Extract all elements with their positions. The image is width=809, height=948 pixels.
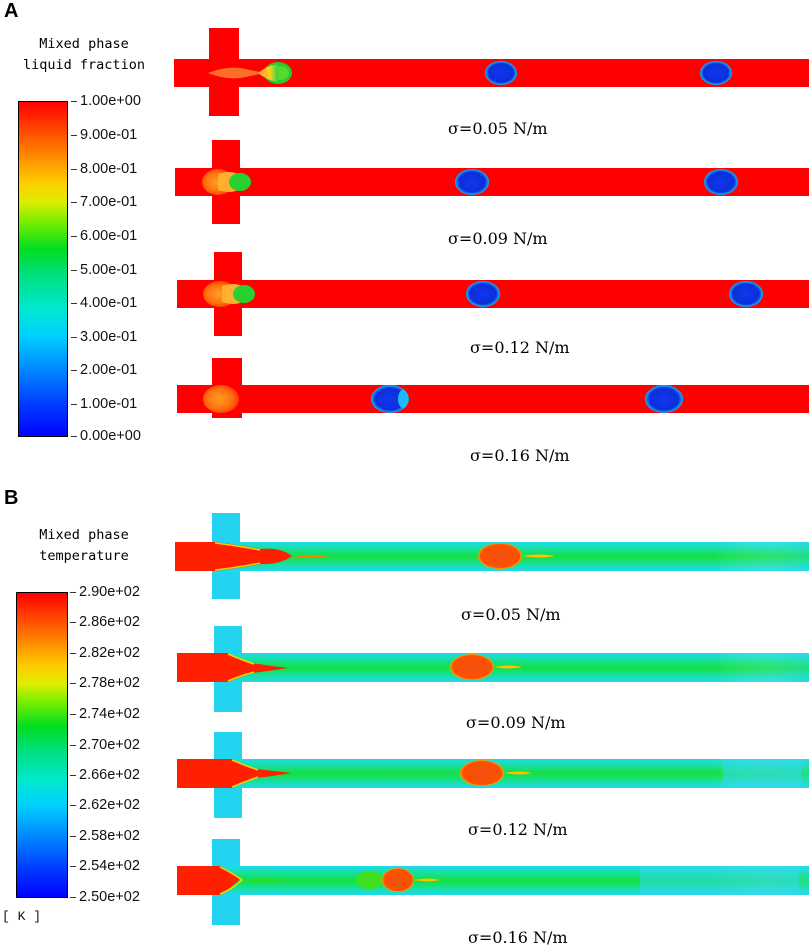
sim-a-row-3 xyxy=(177,252,809,336)
caption-b-1: σ=0.05 N/m xyxy=(461,605,561,624)
tick-label: 2.82e+02 xyxy=(70,645,140,661)
tick-label: 2.62e+02 xyxy=(70,797,140,813)
sim-b-row-1 xyxy=(175,513,809,599)
tick-label: 5.00e-01 xyxy=(70,262,138,278)
tick-label: 3.00e-01 xyxy=(70,329,138,345)
tick-label: 6.00e-01 xyxy=(70,228,138,244)
sim-b-row-2 xyxy=(177,626,809,712)
caption-b-4: σ=0.16 N/m xyxy=(468,928,568,947)
colorbar-b xyxy=(16,592,68,898)
colorbar-b-unit: [ K ] xyxy=(2,909,42,924)
tick-label: 2.78e+02 xyxy=(70,675,140,691)
tick-label: 4.00e-01 xyxy=(70,295,138,311)
colorbar-a-title: Mixed phase liquid fraction xyxy=(14,34,154,76)
caption-a-2: σ=0.09 N/m xyxy=(448,229,548,248)
tick-label: 2.54e+02 xyxy=(70,858,140,874)
tick-label: 2.90e+02 xyxy=(70,584,140,600)
colorbar-a-title-line2: liquid fraction xyxy=(23,57,145,73)
tick-label: 1.00e+00 xyxy=(71,93,141,109)
tick-label: 0.00e+00 xyxy=(71,428,141,444)
tick-label: 8.00e-01 xyxy=(70,161,138,177)
tick-label: 7.00e-01 xyxy=(70,194,138,210)
tick-label: 2.74e+02 xyxy=(70,706,140,722)
colorbar-a-title-line1: Mixed phase xyxy=(39,36,129,52)
tick-label: 2.66e+02 xyxy=(70,767,140,783)
panel-a-simulations xyxy=(174,28,809,418)
tick-label: 2.58e+02 xyxy=(70,828,140,844)
sim-b-row-4 xyxy=(177,839,809,925)
colorbar-b-title: Mixed phase temperature xyxy=(14,525,154,567)
caption-a-1: σ=0.05 N/m xyxy=(448,119,548,138)
panel-a-label: A xyxy=(4,0,19,22)
tick-label: 2.86e+02 xyxy=(70,614,140,630)
caption-a-4: σ=0.16 N/m xyxy=(470,446,570,465)
colorbar-b-title-line1: Mixed phase xyxy=(39,527,129,543)
tick-label: 9.00e-01 xyxy=(70,127,138,143)
tick-label: 2.50e+02 xyxy=(70,889,140,905)
panel-b-simulations xyxy=(175,513,809,925)
sim-a-row-4 xyxy=(177,358,809,418)
colorbar-a xyxy=(18,101,68,437)
tick-label: 2.70e+02 xyxy=(70,737,140,753)
sim-a-row-1 xyxy=(174,28,809,116)
caption-b-3: σ=0.12 N/m xyxy=(468,820,568,839)
sim-a-row-2 xyxy=(175,140,809,224)
caption-b-2: σ=0.09 N/m xyxy=(466,713,566,732)
sim-b-row-3 xyxy=(177,732,809,818)
tick-label: 1.00e-01 xyxy=(70,396,138,412)
colorbar-b-title-line2: temperature xyxy=(39,548,129,564)
tick-label: 2.00e-01 xyxy=(70,362,138,378)
caption-a-3: σ=0.12 N/m xyxy=(470,338,570,357)
panel-b-label: B xyxy=(4,487,19,509)
